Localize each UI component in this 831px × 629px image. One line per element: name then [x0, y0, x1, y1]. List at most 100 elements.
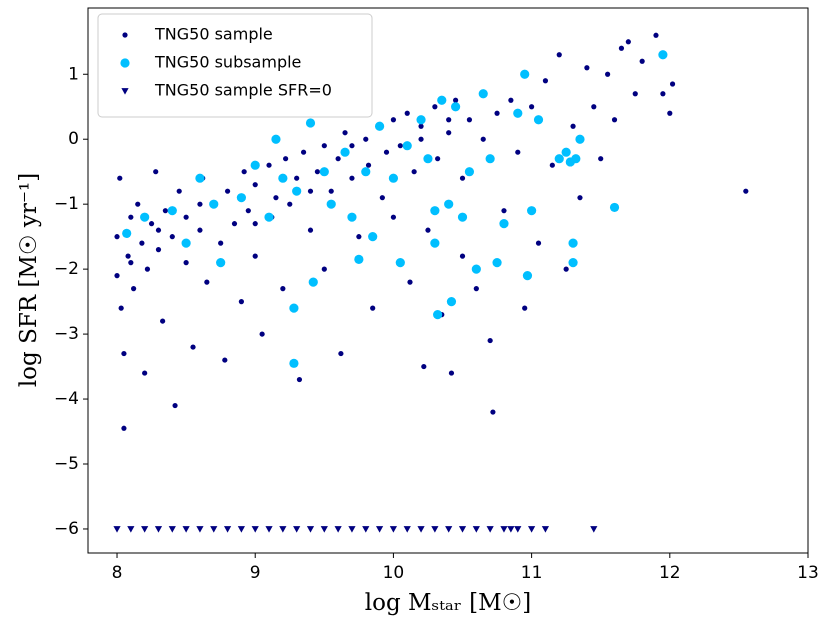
point [278, 173, 288, 183]
point [480, 136, 486, 142]
point [128, 260, 134, 266]
point [265, 526, 273, 533]
point [307, 227, 314, 233]
point [632, 91, 638, 97]
point [363, 136, 369, 142]
point [437, 95, 447, 105]
y-tick-label: −5 [54, 454, 79, 474]
point [575, 134, 585, 144]
legend-box [97, 13, 373, 118]
point [176, 188, 182, 194]
point [127, 526, 135, 533]
point [321, 266, 327, 272]
point [561, 147, 571, 157]
x-tick-label: 9 [250, 563, 261, 583]
point [577, 195, 583, 201]
point [113, 526, 121, 533]
y-tick-label: 0 [68, 129, 79, 149]
point [446, 117, 452, 123]
point [446, 297, 457, 307]
point [407, 279, 413, 285]
point [237, 526, 245, 533]
point [121, 350, 127, 357]
point [417, 526, 425, 533]
point [390, 117, 397, 123]
point [457, 212, 468, 222]
point [375, 526, 384, 533]
point [430, 238, 440, 248]
point [500, 526, 508, 533]
point [342, 130, 348, 136]
point [319, 167, 329, 177]
point [541, 526, 550, 533]
point [306, 526, 315, 533]
point [139, 240, 145, 246]
point [340, 147, 350, 157]
point [556, 52, 562, 58]
point [326, 199, 336, 209]
point [425, 227, 431, 233]
point [289, 358, 299, 368]
point [167, 206, 177, 216]
point [334, 526, 342, 533]
point [354, 254, 364, 264]
point [444, 199, 454, 209]
legend-marker [121, 88, 129, 95]
point [183, 260, 189, 266]
point [259, 331, 265, 337]
point [660, 91, 666, 97]
point [658, 50, 668, 60]
point [222, 357, 228, 363]
x-tick-label: 11 [521, 563, 543, 583]
point [160, 318, 166, 324]
point [535, 240, 542, 246]
point [168, 526, 176, 533]
point [252, 182, 258, 188]
y-tick-label: −4 [54, 389, 79, 409]
point [153, 169, 159, 175]
point [445, 526, 453, 533]
point [388, 173, 399, 183]
point [609, 202, 620, 213]
point [743, 188, 749, 194]
point [522, 305, 528, 311]
point [218, 240, 224, 246]
point [473, 286, 479, 292]
point [181, 238, 191, 248]
point [421, 363, 427, 370]
point [418, 123, 424, 129]
point [236, 193, 246, 203]
point [148, 221, 155, 227]
point [121, 425, 127, 431]
point [365, 162, 372, 168]
point [279, 526, 287, 533]
x-tick-label: 13 [797, 563, 819, 583]
point [403, 526, 411, 533]
point [416, 115, 426, 125]
point [508, 97, 514, 103]
point [196, 526, 204, 533]
point [486, 526, 494, 533]
x-tick-label: 12 [659, 563, 681, 583]
y-tick-label: −3 [54, 324, 79, 344]
point [128, 214, 134, 220]
legend-marker [120, 58, 130, 68]
point [289, 303, 299, 313]
point [507, 526, 515, 533]
legend-label: TNG50 sample SFR=0 [154, 81, 332, 100]
point [485, 154, 495, 164]
point [435, 156, 441, 162]
point [300, 149, 307, 155]
point [335, 156, 341, 162]
point [361, 167, 371, 177]
point [224, 188, 231, 194]
point [271, 134, 281, 144]
point [459, 253, 466, 259]
point [182, 526, 190, 533]
point [669, 81, 676, 87]
point [490, 409, 496, 415]
point [432, 104, 438, 110]
point [411, 169, 417, 175]
point [314, 169, 321, 175]
point [172, 402, 178, 409]
